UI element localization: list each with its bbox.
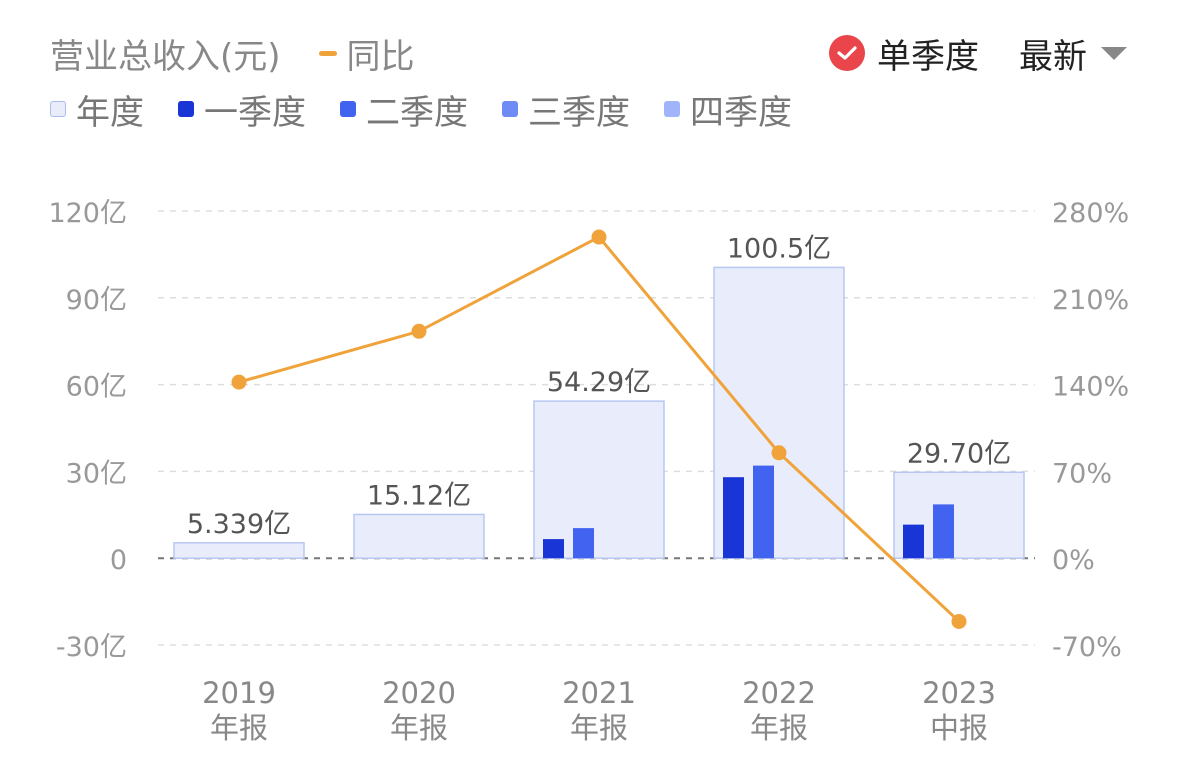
annual-value-label: 29.70亿 [907,438,1011,469]
legend-label-annual: 年度 [76,92,144,133]
y-left-tick-label: 60亿 [66,372,127,403]
annual-value-label: 5.339亿 [187,509,291,540]
legend-header: 营业总收入(元) 同比 [50,28,415,78]
chevron-down-icon [1101,46,1127,60]
legend-swatch-q3 [502,101,518,117]
y-left-tick-label: 0 [110,545,127,576]
y-right-tick-label: 0% [1052,545,1095,576]
x-tick-period: 年报 [750,711,808,745]
yoy-point [411,323,427,339]
annual-bar [533,400,665,559]
legend-label-q3: 三季度 [528,92,630,133]
yoy-legend[interactable]: 同比 [318,29,415,78]
y-right-tick-label: 70% [1052,458,1112,489]
legend-q2[interactable]: 二季度 [340,85,468,134]
legend-label-q1: 一季度 [204,92,306,133]
annual-value-label: 54.29亿 [547,367,651,398]
single-quarter-toggle[interactable]: 单季度 [877,36,979,77]
y-right-tick-label: 140% [1052,372,1129,403]
sort-dropdown[interactable]: 最新 [1019,29,1127,78]
x-tick-period: 中报 [930,711,988,745]
yoy-point [231,374,247,390]
q2-bar [933,504,954,559]
annual-value-label: 15.12亿 [367,480,471,511]
y-left-tick-label: 90亿 [66,285,127,316]
x-tick-period: 年报 [210,711,268,745]
yoy-line-swatch [318,50,337,56]
yoy-point [591,229,607,245]
series-legend: 年度 一季度 二季度 三季度 四季度 [50,84,826,134]
x-tick-period: 年报 [570,711,628,745]
y-left-tick-label: 120亿 [48,198,127,229]
legend-q4[interactable]: 四季度 [664,85,792,134]
yoy-point [951,613,967,629]
annual-value-label: 100.5亿 [727,233,831,264]
legend-swatch-q2 [340,101,356,117]
legend-q1[interactable]: 一季度 [178,85,306,134]
legend-label-q2: 二季度 [366,92,468,133]
legend-label-q4: 四季度 [690,92,792,133]
yoy-point [771,445,787,461]
legend-swatch-q1 [178,101,194,117]
x-tick-year: 2022 [742,676,816,710]
sort-label: 最新 [1019,36,1087,77]
q1-bar [543,539,564,559]
chart-controls: 单季度 最新 [829,28,1127,78]
legend-swatch-annual [50,101,66,117]
legend-q3[interactable]: 三季度 [502,85,630,134]
y-left-tick-label: -30亿 [56,632,127,663]
yoy-legend-label: 同比 [346,36,415,77]
q2-bar [753,465,774,559]
x-tick-period: 年报 [390,711,448,745]
x-tick-year: 2021 [562,676,636,710]
q2-bar [573,528,594,559]
legend-annual[interactable]: 年度 [50,85,144,134]
y-right-tick-label: 210% [1052,285,1129,316]
q1-bar [723,477,744,559]
x-tick-year: 2019 [202,676,276,710]
y-right-tick-label: -70% [1052,632,1122,663]
annual-bar [353,513,485,559]
metric-title: 营业总收入(元) [50,36,281,77]
y-right-tick-label: 280% [1052,198,1129,229]
x-tick-year: 2023 [922,676,996,710]
x-tick-year: 2020 [382,676,456,710]
y-left-tick-label: 30亿 [66,458,127,489]
check-icon[interactable] [829,35,865,71]
legend-swatch-q4 [664,101,680,117]
annual-bar [173,542,305,559]
q1-bar [903,524,924,559]
